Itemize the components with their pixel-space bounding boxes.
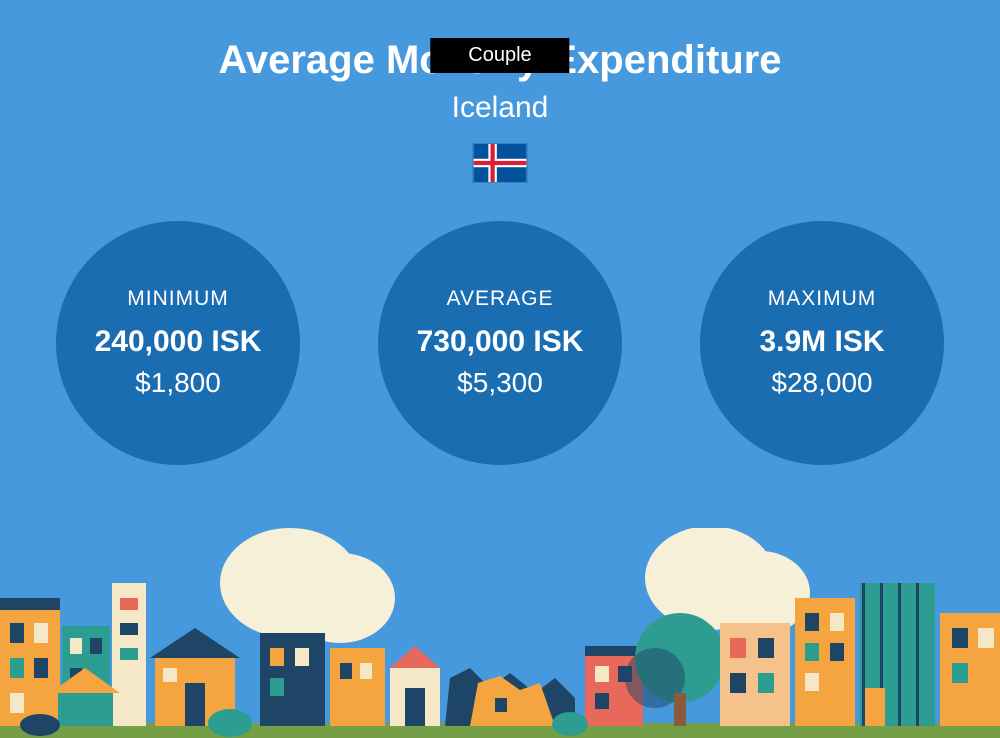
stat-value-usd: $1,800 — [135, 367, 221, 399]
stat-value-usd: $28,000 — [771, 367, 872, 399]
stat-maximum: MAXIMUM 3.9M ISK $28,000 — [700, 221, 944, 465]
stat-label: MINIMUM — [127, 287, 228, 311]
stat-value-isk: 730,000 ISK — [417, 325, 584, 359]
stat-value-usd: $5,300 — [457, 367, 543, 399]
stats-row: MINIMUM 240,000 ISK $1,800 AVERAGE 730,0… — [0, 221, 1000, 465]
stat-value-isk: 3.9M ISK — [759, 325, 884, 359]
stat-minimum: MINIMUM 240,000 ISK $1,800 — [56, 221, 300, 465]
iceland-flag-icon — [472, 143, 528, 183]
stat-average: AVERAGE 730,000 ISK $5,300 — [378, 221, 622, 465]
stat-label: AVERAGE — [447, 287, 554, 311]
cityscape-illustration — [0, 528, 1000, 738]
stat-value-isk: 240,000 ISK — [95, 325, 262, 359]
category-badge: Couple — [430, 38, 569, 73]
country-subtitle: Iceland — [0, 91, 1000, 125]
stat-label: MAXIMUM — [768, 287, 877, 311]
